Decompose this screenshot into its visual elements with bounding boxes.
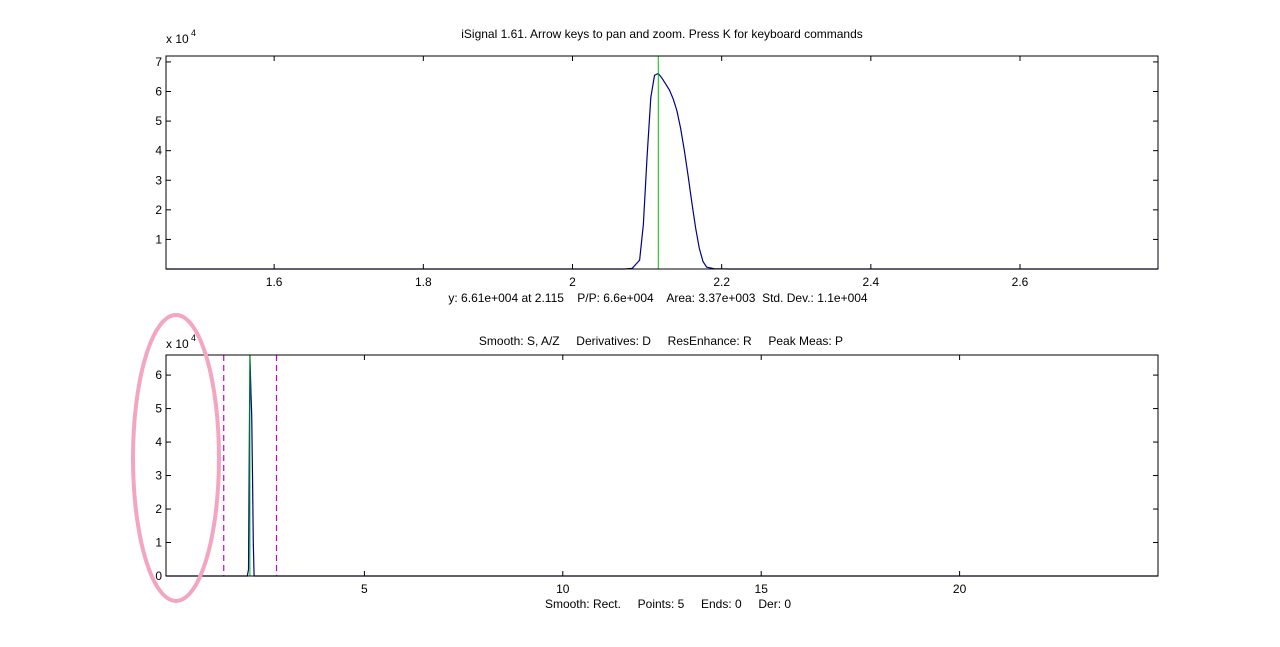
bottom-plot-title: Smooth: S, A/Z Derivatives: D ResEnhance… — [479, 334, 843, 348]
top-signal-line — [166, 72, 1158, 270]
x-tick-label: 15 — [755, 582, 769, 596]
y-tick-label: 2 — [155, 502, 162, 516]
y-tick-label: 2 — [155, 203, 162, 217]
y-tick-label: 4 — [155, 144, 162, 158]
annotation-ellipse — [131, 313, 221, 603]
x-tick-label: 2 — [569, 275, 576, 289]
x-tick-label: 20 — [953, 582, 967, 596]
top-plot-title: iSignal 1.61. Arrow keys to pan and zoom… — [461, 27, 863, 41]
x-tick-label: 10 — [556, 582, 570, 596]
bottom-smooth-status: Smooth: Rect. Points: 5 Ends: 0 Der: 0 — [545, 597, 791, 611]
bottom-signal-line — [166, 354, 1158, 577]
x-tick-label: 2.4 — [862, 275, 879, 289]
x-tick-label: 2.6 — [1012, 275, 1029, 289]
y-tick-label: 7 — [155, 55, 162, 69]
top-y-exponent-base: x 10 — [166, 32, 189, 46]
top-peak-readout: y: 6.61e+004 at 2.115 P/P: 6.6e+004 Area… — [448, 291, 868, 305]
y-tick-label: 1 — [155, 536, 162, 550]
x-tick-label: 5 — [361, 582, 368, 596]
bottom-axes[interactable]: Smooth: S, A/Z Derivatives: D ResEnhance… — [155, 333, 1159, 611]
y-tick-label: 4 — [155, 435, 162, 449]
top-ticks: 1.6 1.8 2 2.2 2.4 2.6 1 2 3 4 5 6 7 — [155, 55, 1158, 289]
y-tick-label: 6 — [155, 85, 162, 99]
bottom-ticks: 5 10 15 20 0 1 2 3 4 5 6 — [155, 355, 1158, 596]
y-tick-label: 0 — [155, 569, 162, 583]
y-tick-label: 6 — [155, 368, 162, 382]
top-y-exponent-power: 4 — [191, 28, 196, 38]
y-tick-label: 3 — [155, 469, 162, 483]
bottom-axes-frame — [165, 354, 1159, 577]
x-tick-label: 1.8 — [415, 275, 432, 289]
x-tick-label: 1.6 — [266, 275, 283, 289]
x-tick-label: 2.2 — [713, 275, 730, 289]
y-tick-label: 5 — [155, 402, 162, 416]
bottom-y-exponent-power: 4 — [191, 333, 196, 343]
bottom-y-exponent-base: x 10 — [166, 337, 189, 351]
top-axes[interactable]: iSignal 1.61. Arrow keys to pan and zoom… — [155, 27, 1159, 305]
y-tick-label: 1 — [155, 232, 162, 246]
top-axes-frame — [165, 55, 1159, 270]
y-tick-label: 5 — [155, 114, 162, 128]
y-tick-label: 3 — [155, 173, 162, 187]
